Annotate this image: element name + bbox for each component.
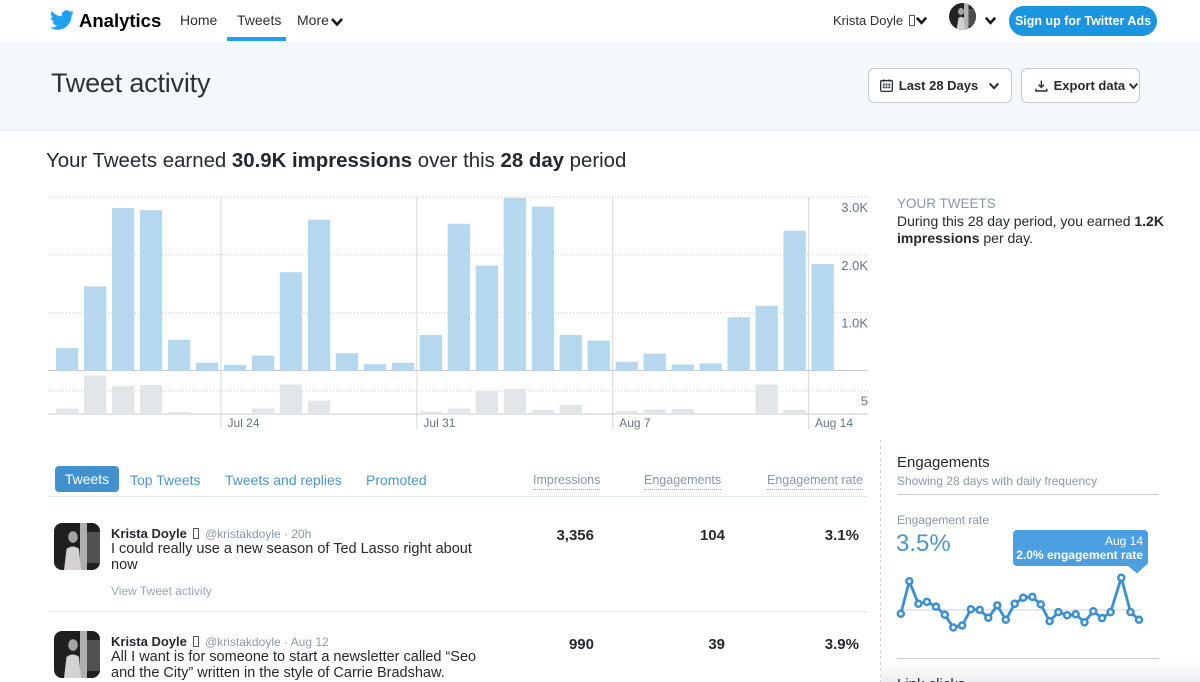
svg-text:Aug 7: Aug 7 bbox=[619, 416, 651, 430]
svg-text:Jul 24: Jul 24 bbox=[228, 416, 260, 430]
svg-text:Aug 14: Aug 14 bbox=[815, 416, 853, 430]
svg-text:1.0K: 1.0K bbox=[841, 316, 868, 331]
svg-text:Jul 31: Jul 31 bbox=[423, 416, 455, 430]
svg-text:3.0K: 3.0K bbox=[841, 200, 868, 215]
svg-text:5: 5 bbox=[861, 394, 868, 409]
svg-text:2.0K: 2.0K bbox=[841, 258, 868, 273]
